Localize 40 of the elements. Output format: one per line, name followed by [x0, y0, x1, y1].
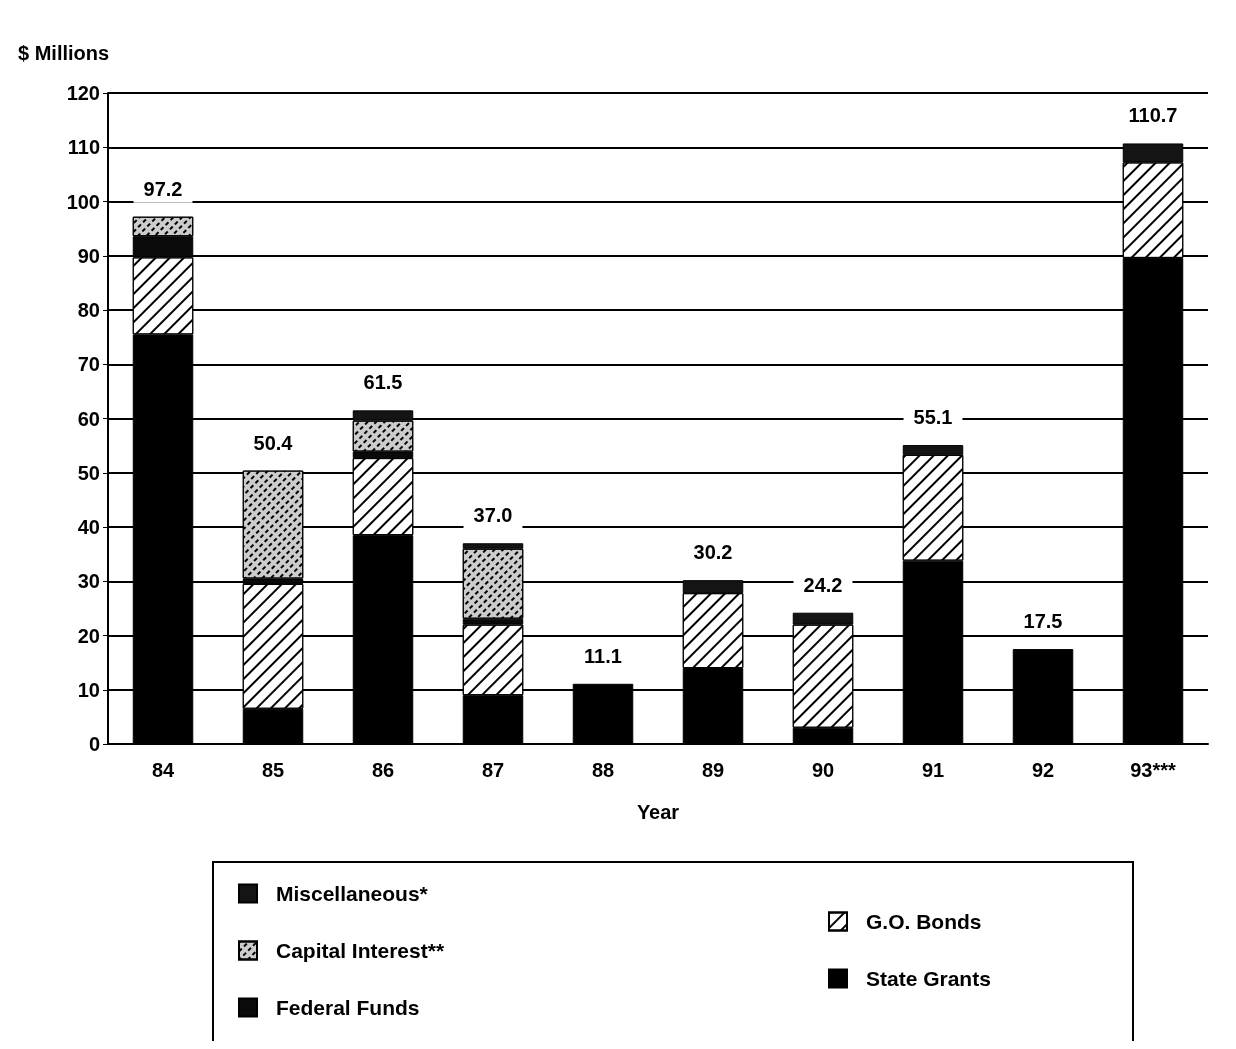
- legend-label: G.O. Bonds: [866, 910, 982, 933]
- x-tick-label: 90: [811, 759, 835, 781]
- x-tick-label: 93***: [1130, 759, 1177, 781]
- total-label: 61.5: [363, 371, 403, 394]
- x-axis-title: Year: [636, 801, 680, 823]
- x-tick-label: 86: [371, 759, 395, 781]
- total-label: 30.2: [693, 541, 733, 564]
- y-tick-label: 110: [67, 136, 100, 159]
- y-axis-title: $ Millions: [18, 42, 110, 64]
- x-tick-label: 91: [921, 759, 945, 781]
- y-tick-label: 20: [77, 624, 100, 647]
- y-tick-label: 30: [77, 570, 100, 593]
- y-tick-label: 60: [77, 407, 100, 430]
- y-tick-label: 40: [77, 516, 100, 538]
- total-label: 17.5: [1023, 610, 1063, 633]
- total-label: 110.7: [1128, 104, 1178, 127]
- y-tick-label: 90: [77, 244, 100, 267]
- y-tick-label: 120: [66, 82, 100, 104]
- y-tick-label: 10: [77, 678, 100, 701]
- y-tick-label: 70: [77, 353, 100, 376]
- total-label: 11.1: [584, 644, 622, 667]
- total-label: 55.1: [913, 406, 953, 429]
- x-tick-label: 88: [591, 759, 615, 781]
- x-tick-label: 92: [1031, 759, 1055, 781]
- y-tick-label: 80: [77, 299, 100, 321]
- legend-label: State Grants: [866, 967, 991, 990]
- y-tick-label: 0: [88, 733, 100, 755]
- x-tick-label: 84: [151, 759, 175, 781]
- legend-label: Miscellaneous*: [276, 882, 429, 905]
- legend-label: Federal Funds: [276, 996, 420, 1019]
- legend-label: Capital Interest**: [276, 939, 445, 962]
- x-tick-label: 89: [701, 759, 725, 781]
- total-label: 24.2: [803, 573, 843, 596]
- total-label: 50.4: [253, 431, 294, 454]
- y-tick-label: 50: [77, 461, 100, 484]
- total-label: 97.2: [143, 177, 183, 200]
- total-label: 37.0: [473, 504, 513, 527]
- y-tick-label: 100: [66, 190, 100, 213]
- x-tick-label: 87: [481, 759, 505, 781]
- x-tick-label: 85: [261, 759, 285, 781]
